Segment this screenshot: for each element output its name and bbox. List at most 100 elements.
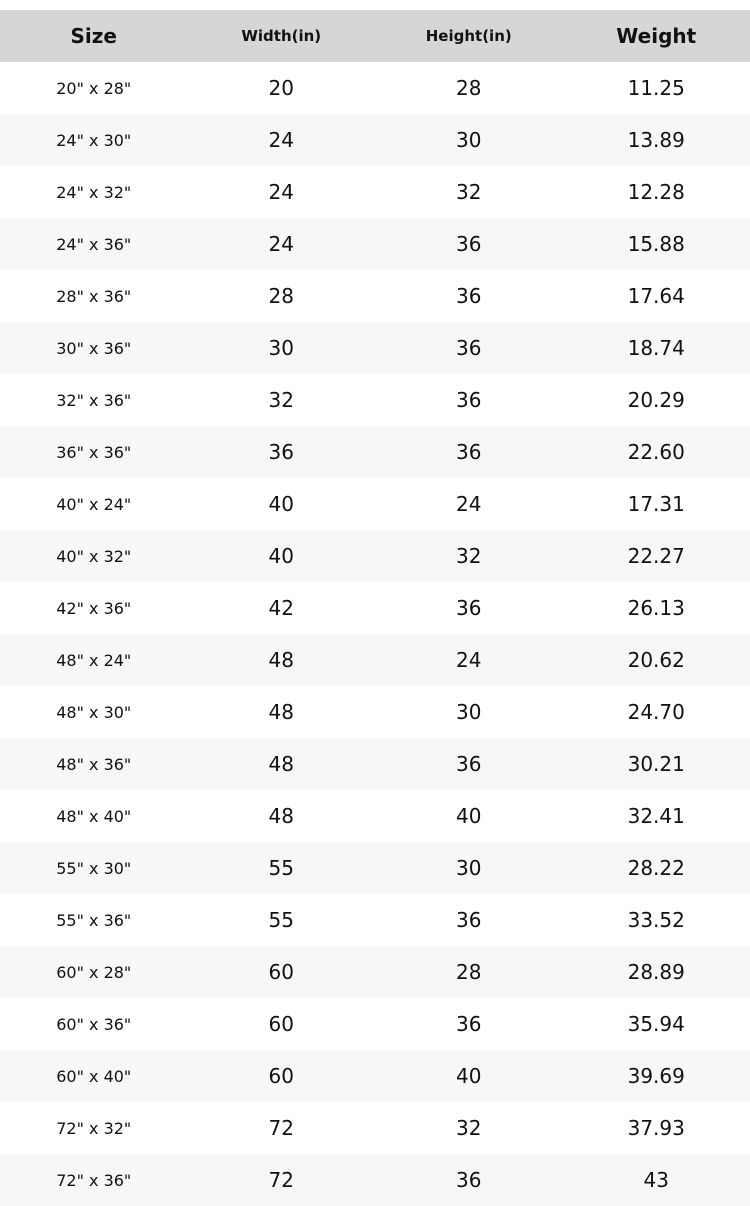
value-cell: 55 (187, 842, 375, 894)
value-cell: 17.64 (627, 284, 685, 308)
value-cell: 36 (456, 1012, 482, 1036)
value-cell: 30 (187, 322, 375, 374)
value-cell: 55 (268, 908, 294, 932)
table-row: 48" x 36" 48 36 30.21 (0, 738, 750, 790)
value-cell: 15.88 (562, 218, 750, 270)
value-cell: 40 (375, 1050, 563, 1102)
header-cell: Height(in) (375, 10, 563, 62)
value-cell: 40 (268, 492, 294, 516)
value-cell: 36 (456, 908, 482, 932)
size-cell: 32" x 36" (56, 390, 132, 410)
value-cell: 28 (375, 946, 563, 998)
value-cell: 20 (268, 76, 294, 100)
size-cell: 30" x 36" (0, 322, 188, 374)
size-cell: 24" x 32" (56, 182, 132, 202)
size-cell: 60" x 36" (56, 1014, 132, 1034)
value-cell: 30 (456, 700, 482, 724)
value-cell: 26.13 (627, 596, 685, 620)
table-row: 20" x 28" 20 28 11.25 (0, 62, 750, 114)
value-cell: 22.60 (562, 426, 750, 478)
value-cell: 28.89 (562, 946, 750, 998)
table-row: 36" x 36" 36 36 22.60 (0, 426, 750, 478)
value-cell: 12.28 (627, 180, 685, 204)
table-row: 24" x 30" 24 30 13.89 (0, 114, 750, 166)
size-cell: 60" x 40" (0, 1050, 188, 1102)
value-cell: 32 (375, 530, 563, 582)
value-cell: 72 (187, 1154, 375, 1206)
value-cell: 33.52 (627, 908, 685, 932)
size-cell: 20" x 28" (56, 78, 132, 98)
table-row: 60" x 28" 60 28 28.89 (0, 946, 750, 998)
size-cell: 72" x 32" (56, 1118, 132, 1138)
header-row: Size Width(in) Height(in) Weight (0, 10, 750, 62)
value-cell: 72 (268, 1116, 294, 1140)
size-cell: 55" x 36" (56, 910, 132, 930)
value-cell: 43 (562, 1154, 750, 1206)
size-cell: 24" x 36" (0, 218, 188, 270)
value-cell: 22.27 (562, 530, 750, 582)
value-cell: 24 (456, 492, 482, 516)
value-cell: 48 (187, 738, 375, 790)
table-row: 48" x 24" 48 24 20.62 (0, 634, 750, 686)
value-cell: 36 (456, 388, 482, 412)
size-cell: 55" x 30" (0, 842, 188, 894)
value-cell: 11.25 (627, 76, 685, 100)
table-row: 40" x 24" 40 24 17.31 (0, 478, 750, 530)
table-row: 40" x 32" 40 32 22.27 (0, 530, 750, 582)
value-cell: 30 (375, 842, 563, 894)
value-cell: 20.62 (562, 634, 750, 686)
value-cell: 60 (187, 946, 375, 998)
value-cell: 60 (187, 1050, 375, 1102)
value-cell: 24 (187, 114, 375, 166)
header-cell: Weight (562, 10, 750, 62)
value-cell: 36 (456, 284, 482, 308)
value-cell: 30 (375, 114, 563, 166)
value-cell: 40 (187, 530, 375, 582)
value-cell: 35.94 (627, 1012, 685, 1036)
table-row: 48" x 30" 48 30 24.70 (0, 686, 750, 738)
table-row: 28" x 36" 28 36 17.64 (0, 270, 750, 322)
table-row: 42" x 36" 42 36 26.13 (0, 582, 750, 634)
value-cell: 36 (187, 426, 375, 478)
table-row: 30" x 36" 30 36 18.74 (0, 322, 750, 374)
table-body: 20" x 28" 20 28 11.25 24" x 30" 24 30 13.89 24" … (0, 62, 750, 1206)
table-row: 55" x 30" 55 30 28.22 (0, 842, 750, 894)
value-cell: 36 (375, 1154, 563, 1206)
header-cell: Width(in) (187, 10, 375, 62)
header-cell: Size (0, 10, 188, 62)
size-cell: 28" x 36" (56, 286, 132, 306)
value-cell: 28.22 (562, 842, 750, 894)
value-cell: 42 (268, 596, 294, 620)
table-row: 24" x 36" 24 36 15.88 (0, 218, 750, 270)
size-cell: 42" x 36" (56, 598, 132, 618)
value-cell: 30.21 (562, 738, 750, 790)
table-row: 48" x 40" 48 40 32.41 (0, 790, 750, 842)
value-cell: 28 (456, 76, 482, 100)
value-cell: 28 (268, 284, 294, 308)
value-cell: 20.29 (627, 388, 685, 412)
value-cell: 13.89 (562, 114, 750, 166)
table-row: 60" x 40" 60 40 39.69 (0, 1050, 750, 1102)
value-cell: 32 (456, 1116, 482, 1140)
value-cell: 48 (268, 700, 294, 724)
value-cell: 32 (268, 388, 294, 412)
value-cell: 37.93 (627, 1116, 685, 1140)
size-cell: 72" x 36" (0, 1154, 188, 1206)
table-header: Size Width(in) Height(in) Weight (0, 10, 750, 62)
value-cell: 36 (375, 738, 563, 790)
value-cell: 24 (375, 634, 563, 686)
size-cell: 24" x 30" (0, 114, 188, 166)
value-cell: 17.31 (627, 492, 685, 516)
value-cell: 40 (456, 804, 482, 828)
value-cell: 24 (268, 180, 294, 204)
table-row: 72" x 36" 72 36 43 (0, 1154, 750, 1206)
table-row: 60" x 36" 60 36 35.94 (0, 998, 750, 1050)
size-cell: 48" x 36" (0, 738, 188, 790)
value-cell: 39.69 (562, 1050, 750, 1102)
value-cell: 32 (456, 180, 482, 204)
size-cell: 48" x 30" (56, 702, 132, 722)
size-table: Size Width(in) Height(in) Weight 20" x 28" 2… (0, 10, 750, 1206)
value-cell: 48 (187, 634, 375, 686)
value-cell: 60 (268, 1012, 294, 1036)
